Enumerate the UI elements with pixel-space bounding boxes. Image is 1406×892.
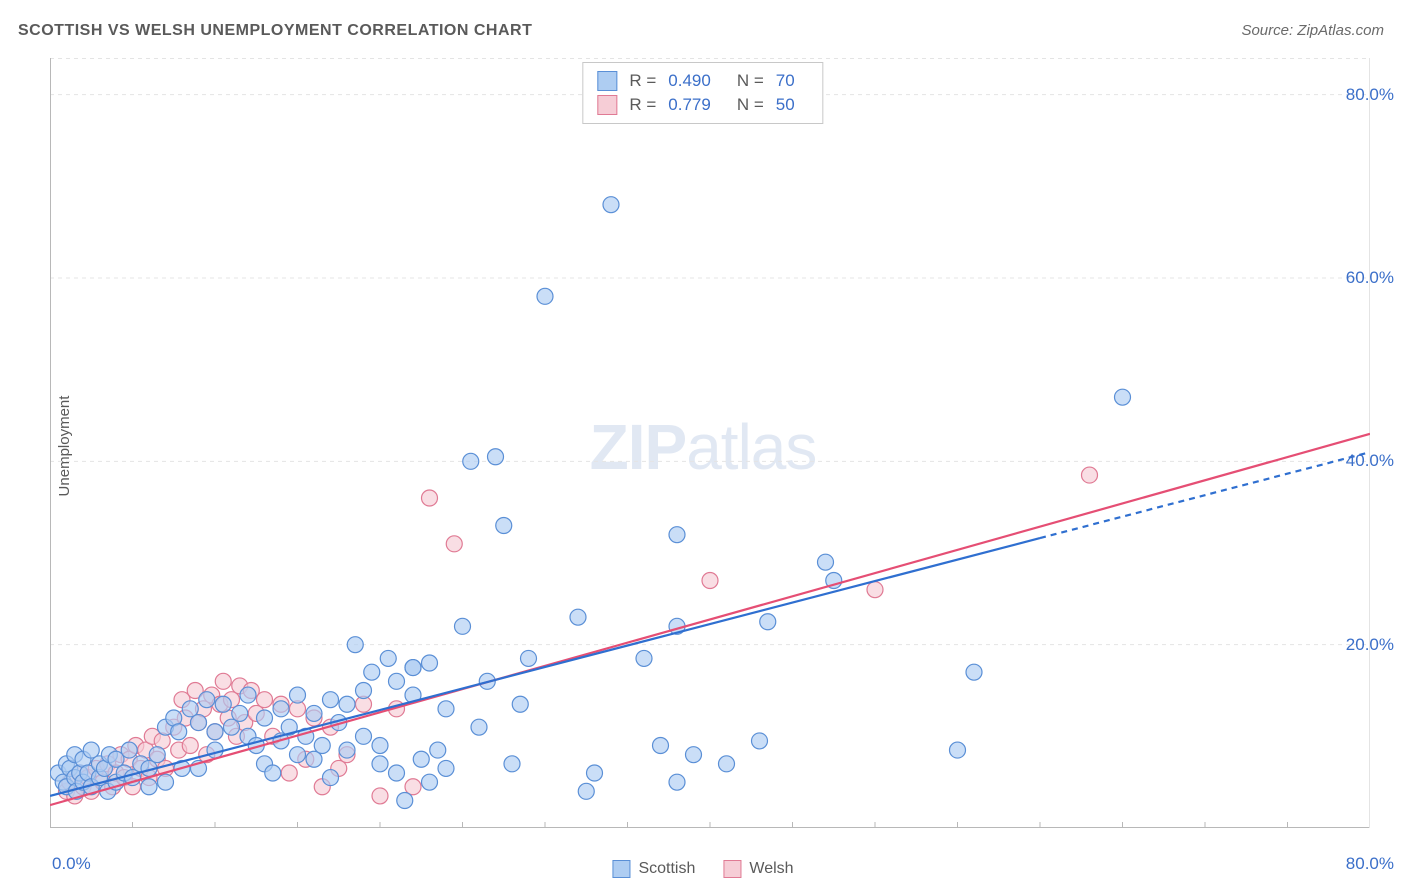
y-tick-label: 20.0%: [1346, 635, 1394, 655]
legend-label-welsh: Welsh: [749, 860, 793, 878]
stats-swatch: [597, 95, 617, 115]
stats-legend-box: R = 0.490 N = 70 R = 0.779 N = 50: [582, 62, 823, 124]
stats-n-label: N =: [737, 95, 764, 115]
x-tick-max: 80.0%: [1346, 854, 1394, 874]
y-tick-label: 40.0%: [1346, 451, 1394, 471]
x-tick-min: 0.0%: [52, 854, 91, 874]
legend-label-scottish: Scottish: [638, 860, 695, 878]
legend-item-welsh: Welsh: [723, 860, 793, 878]
y-tick-label: 80.0%: [1346, 85, 1394, 105]
scatter-svg: [50, 58, 1370, 828]
source-label: Source: ZipAtlas.com: [1241, 22, 1384, 39]
legend-bottom: Scottish Welsh: [612, 860, 793, 878]
stats-r-label: R =: [629, 71, 656, 91]
stats-row: R = 0.779 N = 50: [597, 93, 808, 117]
stats-r-value: 0.779: [668, 95, 711, 115]
legend-item-scottish: Scottish: [612, 860, 695, 878]
stats-swatch: [597, 71, 617, 91]
swatch-welsh: [723, 860, 741, 878]
plot-area: [50, 58, 1370, 828]
chart-title: SCOTTISH VS WELSH UNEMPLOYMENT CORRELATI…: [18, 22, 532, 40]
stats-n-value: 50: [776, 95, 795, 115]
stats-r-label: R =: [629, 95, 656, 115]
stats-n-label: N =: [737, 71, 764, 91]
stats-n-value: 70: [776, 71, 795, 91]
y-tick-label: 60.0%: [1346, 268, 1394, 288]
stats-row: R = 0.490 N = 70: [597, 69, 808, 93]
stats-r-value: 0.490: [668, 71, 711, 91]
swatch-scottish: [612, 860, 630, 878]
